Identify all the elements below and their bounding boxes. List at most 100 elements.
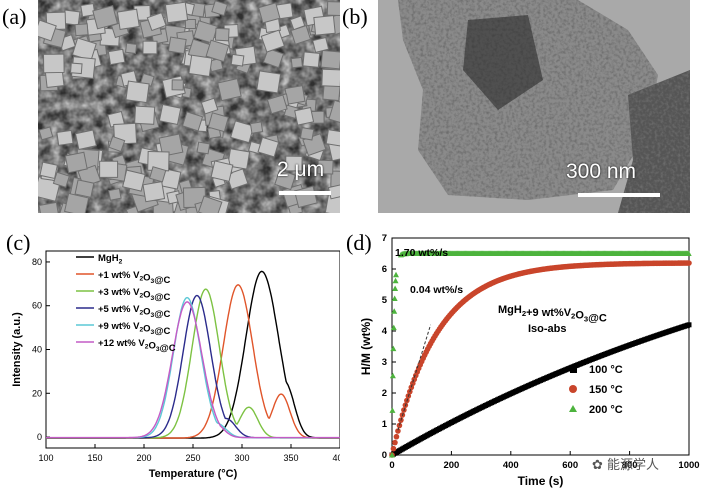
sem-particle xyxy=(230,53,245,67)
sem-particle xyxy=(290,56,303,69)
sem-particle xyxy=(266,94,288,115)
data-point-d xyxy=(390,324,397,331)
sem-particle xyxy=(107,187,122,201)
sem-particle xyxy=(74,179,95,198)
sem-particle xyxy=(107,48,126,66)
sem-particle xyxy=(328,99,340,126)
x-tick-label-d: 600 xyxy=(562,460,578,471)
y-tick-label-d: 1 xyxy=(382,419,388,430)
sem-particle xyxy=(317,159,334,175)
sem-particle xyxy=(64,151,88,174)
data-point-d xyxy=(393,271,400,278)
sem-particle xyxy=(38,201,60,213)
plot-frame-c xyxy=(45,250,340,449)
y-axis-label-c: Intensity (a.u.) xyxy=(11,312,23,387)
sem-particle xyxy=(142,40,158,55)
sem-particle xyxy=(164,1,189,24)
sem-particle xyxy=(207,112,229,133)
x-tick-label-d: 200 xyxy=(443,460,459,471)
sem-particle xyxy=(38,126,54,141)
sem-particle xyxy=(214,27,230,42)
sem-particle xyxy=(211,0,229,17)
y-tick-label-d: 4 xyxy=(382,326,388,337)
data-point-d xyxy=(396,422,403,429)
sem-image xyxy=(38,0,340,213)
y-axis-label-d: H/M (wt%) xyxy=(359,318,373,375)
y-tick-label-d: 0 xyxy=(382,450,387,461)
legend-label-d: 200 °C xyxy=(589,404,623,416)
x-tick-label-c: 350 xyxy=(283,453,298,463)
data-point-d xyxy=(391,295,398,301)
sem-particle xyxy=(80,2,96,18)
panel-label-c: (c) xyxy=(6,230,31,255)
sem-particle xyxy=(149,166,167,183)
sem-particle xyxy=(196,141,211,155)
y-tick-label-d: 7 xyxy=(382,233,387,244)
sem-particle xyxy=(184,18,196,30)
annotation-sample: MgH2+9 wt%V2O3@C xyxy=(498,304,607,324)
legend-label-c: +5 wt% V2O3@C xyxy=(98,304,171,320)
absorption-chart: 0 200 400 600 800 1000 0 1 2 3 4 5 6 7 Time (s) H/M (wt… xyxy=(359,233,700,488)
scale-bar-b xyxy=(578,193,660,197)
panel-label-b: (b) xyxy=(342,4,368,29)
sem-particle xyxy=(92,5,119,30)
sem-particle xyxy=(193,20,218,44)
plot-frame-d xyxy=(391,237,690,456)
data-point-d xyxy=(685,250,692,256)
y-tick-label-d: 3 xyxy=(382,357,387,368)
sem-particle xyxy=(320,49,340,70)
panel-label-d: (d) xyxy=(346,230,372,255)
sem-particle xyxy=(274,169,297,191)
annotation-mode: Iso-abs xyxy=(528,323,567,335)
sem-particle xyxy=(258,2,281,24)
data-point-d xyxy=(391,308,398,314)
sem-particle xyxy=(99,160,119,178)
y-tick-label-d: 6 xyxy=(382,264,387,275)
x-tick-label-c: 100 xyxy=(38,453,53,463)
scale-bar-a xyxy=(279,191,331,195)
sem-particle xyxy=(108,135,126,153)
tpd-chart: 100 150 200 250 300 350 400 0 20 40 60 80 Temperatur… xyxy=(11,250,340,480)
x-tick-label-c: 150 xyxy=(87,453,102,463)
tem-image xyxy=(378,0,690,213)
data-point-d xyxy=(392,439,398,446)
y-tick-label-c: 0 xyxy=(37,432,42,442)
legend-label-c: +12 wt% V2O3@C xyxy=(98,338,176,354)
legend-label-d: 100 °C xyxy=(589,364,623,376)
sem-particle xyxy=(167,36,187,55)
sem-particle xyxy=(56,129,74,146)
watermark-text: 能源学人 xyxy=(607,458,660,473)
annotation-rate-slow: 0.04 wt%/s xyxy=(410,284,463,296)
sem-particle xyxy=(122,169,146,192)
x-tick-label-d: 1000 xyxy=(678,460,699,471)
sem-particle xyxy=(197,195,223,213)
data-point-d xyxy=(389,452,395,458)
slope-line-d xyxy=(397,324,432,431)
legend-label-c: +9 wt% V2O3@C xyxy=(98,321,171,337)
scale-bar-b-label: 300 nm xyxy=(566,160,637,183)
data-point-d xyxy=(392,277,399,284)
x-axis-label-c: Temperature (°C) xyxy=(149,468,238,480)
x-tick-label-c: 400 xyxy=(332,453,340,463)
legend-label-c: +3 wt% V2O3@C xyxy=(98,287,171,303)
x-tick-label-d: 800 xyxy=(622,460,638,471)
sem-particle xyxy=(321,68,340,88)
x-tick-label-d: 0 xyxy=(389,460,394,471)
sem-particle xyxy=(260,29,286,53)
tem-texture xyxy=(378,0,690,213)
sem-particle xyxy=(249,121,264,134)
data-point-d xyxy=(392,285,399,292)
sem-particle xyxy=(325,129,340,147)
sem-particle xyxy=(181,111,204,132)
sem-particle xyxy=(146,12,167,32)
series-line-c xyxy=(46,296,340,439)
sem-particle xyxy=(230,120,255,144)
sem-particle xyxy=(256,70,282,94)
legend-marker-d xyxy=(570,366,577,373)
sem-particle xyxy=(217,77,242,102)
x-tick-label-d: 400 xyxy=(503,460,519,471)
data-point-d xyxy=(395,428,401,434)
panel-label-a: (a) xyxy=(2,4,27,29)
sem-particle xyxy=(124,42,138,54)
sem-particle xyxy=(313,15,336,36)
